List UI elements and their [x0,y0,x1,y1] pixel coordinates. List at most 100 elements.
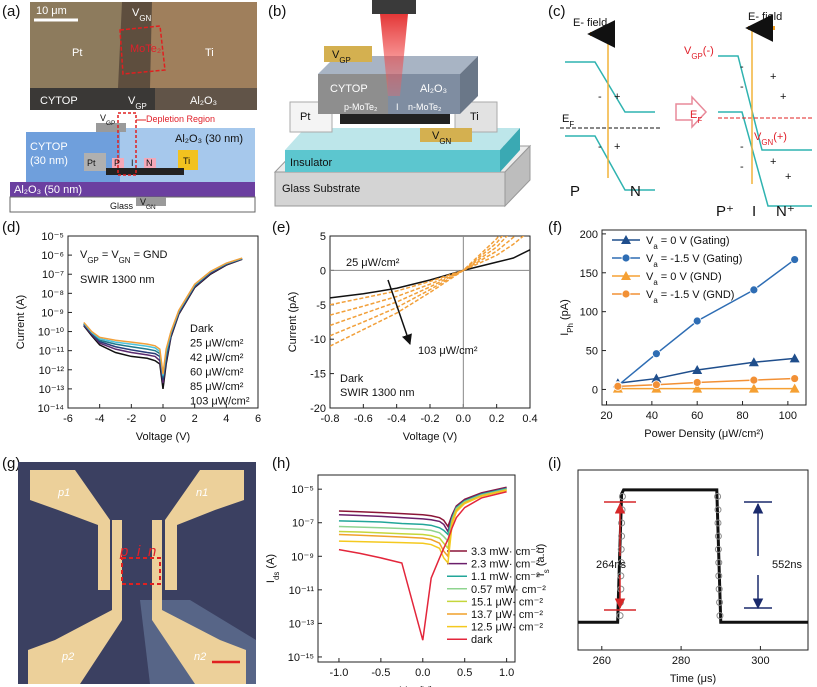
x-tick-label: 40 [646,410,658,422]
text-run: V [684,45,692,57]
marker [616,612,624,620]
text-run: V [646,271,654,283]
label: p [119,543,128,560]
panel-a-schematic-part [84,153,106,171]
subscript: a [653,296,658,305]
x-tick-label: -4 [95,413,105,425]
x-tick-label: 0.5 [457,667,472,679]
annotation: 264ns [596,559,626,571]
text-run: I [265,580,277,583]
text-run: (pA) [559,299,571,323]
label: + [770,71,776,83]
panel-label: (b) [268,3,286,20]
annotation: SWIR 1300 nm [80,274,155,286]
label: P [570,183,580,200]
label: E- field [748,11,782,23]
label: VGP [100,113,115,127]
text-run: V [432,130,440,142]
text-run: (+) [773,131,787,143]
marker [692,378,702,387]
label: P⁺ [716,203,734,220]
y-tick-label: 10⁻¹² [39,365,65,377]
label: p1 [57,487,70,499]
marker [789,383,800,393]
label: Ti [183,156,190,166]
legend-label: 15.1 μW· cm⁻² [471,596,543,608]
subscript: GN [139,14,151,23]
y-tick-label: 50 [586,346,598,358]
label: Pt [300,111,310,123]
text-run: V [132,7,140,19]
text-run: V [140,197,146,207]
label: EF [562,113,574,129]
subscript: F [569,120,574,129]
annotation: VGP = VGN = GND [80,249,168,265]
panel-a-photo-part [119,25,166,75]
marker [749,285,759,295]
y-tick-label: 200 [580,229,598,241]
panel-g-micrograph-part [28,520,122,684]
panel-b-device-part [380,14,408,96]
panel-a-schematic-part [136,197,166,206]
panel-label: (d) [2,219,20,236]
marker [790,374,800,383]
x-tick-label: 260 [593,655,611,667]
panel-b-device-part [420,128,472,142]
label: - [598,91,602,103]
x-tick-label: 4 [223,413,229,425]
label: N [630,183,641,200]
label: - [740,141,744,153]
panel-label: (f) [548,219,562,236]
text-run: V [400,685,408,687]
panel-b-device-part [340,114,450,124]
chart: -1.0 -0.5 0.0 0.5 1.0 10⁻¹⁵ 10⁻¹³ 10⁻¹¹ 10⁻⁹ 10⁻⁷… [265,474,546,687]
text-run: (A) [265,554,277,572]
x-axis-label: Time (μs) [670,673,716,685]
annotation: 25 μW/cm² [346,257,400,269]
y-axis-label: Ids (A) [265,554,281,583]
label: + [780,91,786,103]
x-tick-label: 0.0 [415,667,430,679]
subscript: a [653,242,658,251]
label: E- field [573,17,607,29]
x-tick-label: -6 [63,413,73,425]
legend-label: Va = -1.5 V (GND) [646,289,734,305]
x-tick-label: 300 [751,655,769,667]
label: Ti [470,111,479,123]
x-tick-label: 0 [160,413,166,425]
text-run: V [80,249,88,261]
text-run: V [332,49,340,61]
text-run: (-) [703,45,714,57]
y-tick-label: 10⁻⁸ [41,288,64,300]
plot-frame [577,469,809,651]
subscript: GP [106,120,115,127]
y-tick-label: 0 [592,384,598,396]
subscript: F [697,116,702,125]
panel-label: (i) [548,455,561,472]
annotation-arrow [387,279,412,345]
text-run: = -1.5 V (Gating) [658,253,743,265]
text-run: = 0 V (GND) [658,271,722,283]
subscript: GN [439,137,451,146]
chart: 20 40 60 80 100 0 50 100 150 200 Power Density (μW… [559,229,807,440]
marker [618,519,626,527]
panel-c-band-diagram-part [675,95,708,129]
x-tick-label: 280 [672,655,690,667]
panel-c-band-diagram-part [565,135,655,191]
legend-label: 0.57 mW· cm⁻² [471,584,546,596]
label: VGN [140,197,156,211]
text-run: (a.u) [535,544,547,570]
marker [715,585,723,593]
marker [692,365,703,374]
panel-b-device-part [318,74,388,114]
marker [652,349,661,359]
y-tick-label: 10⁻¹³ [39,384,65,396]
x-tick-label: -0.2 [421,413,440,425]
label: I [396,102,399,112]
series-line [330,236,500,347]
legend-label: 25 μW/cm² [190,338,244,350]
x-tick-label: -2 [126,413,136,425]
y-tick-label: -5 [316,300,326,312]
marker [716,612,724,620]
